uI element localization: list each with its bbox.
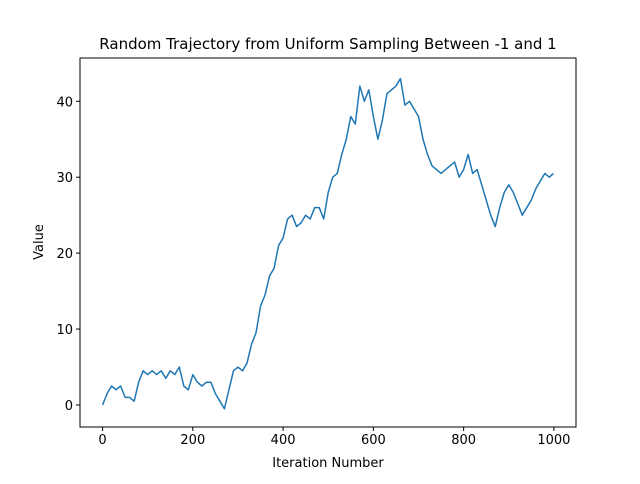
x-axis-label: Iteration Number: [272, 456, 384, 471]
x-tick-label: 0: [98, 433, 106, 448]
x-tick-label: 400: [271, 433, 296, 448]
y-tick-label: 40: [56, 95, 73, 110]
x-tick-label: 200: [180, 433, 205, 448]
x-tick-label: 600: [361, 433, 386, 448]
y-tick-label: 30: [56, 171, 73, 186]
x-tick-label: 800: [451, 433, 476, 448]
y-axis-label: Value: [32, 224, 47, 260]
y-tick-label: 20: [56, 247, 73, 262]
y-tick-label: 10: [56, 323, 73, 338]
y-tick-label: 0: [65, 399, 73, 414]
x-tick-label: 1000: [537, 433, 570, 448]
plot-frame: [79, 57, 577, 428]
chart-title: Random Trajectory from Uniform Sampling …: [99, 35, 556, 53]
line-series: [101, 77, 554, 410]
